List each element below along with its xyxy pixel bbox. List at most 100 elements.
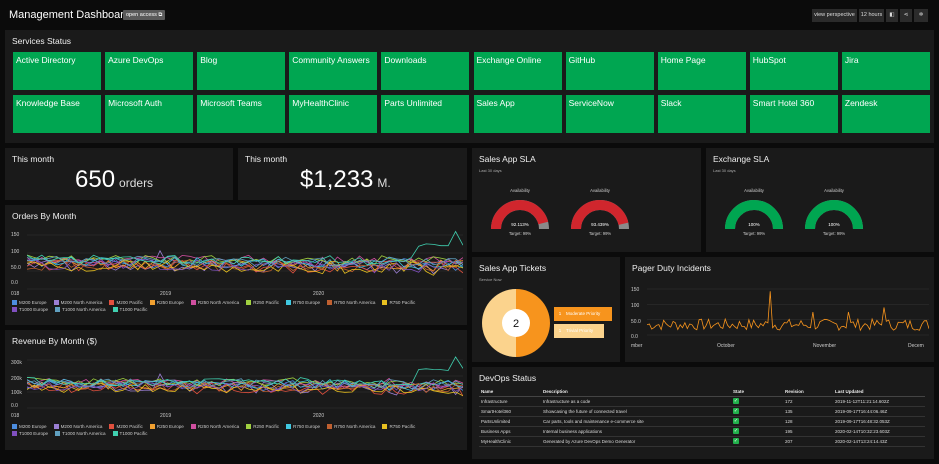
service-tile[interactable]: MyHealthClinic — [289, 95, 378, 133]
table-cell: 2019-09-17T16:48:32.053Z — [833, 416, 925, 427]
orders-ytick: 50.0 — [11, 265, 21, 271]
table-row[interactable]: SmartHotel360 Showcasing the future of co… — [479, 406, 925, 417]
sla-gauge: 100% — [805, 200, 863, 230]
legend-swatch — [149, 300, 155, 305]
sla-gauge: 100% — [725, 200, 783, 230]
column-header[interactable]: Description — [541, 387, 731, 397]
legend-swatch — [12, 300, 17, 305]
legend-label: M200 North America — [60, 300, 103, 305]
sla-gauge: 93.439% — [571, 200, 629, 230]
legend-swatch — [190, 300, 196, 305]
orders-legend-item[interactable]: R750 Pacific — [382, 300, 415, 305]
devops-header-row: Name Description State Revision Last Updated — [479, 387, 925, 397]
service-tile[interactable]: Parts Unlimited — [381, 95, 470, 133]
revenue-legend-item[interactable]: R750 North America — [327, 424, 375, 429]
service-tile[interactable]: Zendesk — [841, 95, 930, 133]
series-line — [27, 381, 463, 394]
service-tile[interactable]: Community Answers — [289, 52, 378, 90]
devops-panel: DevOps Status Name Description State Revisi… — [472, 367, 934, 459]
service-tile[interactable]: Blog — [197, 52, 286, 90]
column-header[interactable]: State — [731, 387, 783, 397]
orders-legend-item[interactable]: R250 North America — [190, 300, 239, 305]
service-tile[interactable]: Microsoft Teams — [197, 95, 286, 133]
orders-legend-item[interactable]: T1000 Pacific — [112, 307, 147, 312]
service-tile[interactable]: Azure DevOps — [105, 52, 194, 90]
legend-swatch — [12, 424, 17, 429]
gauge-title: Availability — [744, 188, 764, 193]
gear-icon[interactable]: ✲ — [914, 9, 928, 22]
legend-label: M200 Europe — [19, 300, 47, 305]
service-tile[interactable]: HubSpot — [749, 52, 838, 90]
revenue-legend-item[interactable]: M200 Pacific — [109, 424, 143, 429]
revenue-legend-item[interactable]: R750 Pacific — [382, 424, 415, 429]
revenue-legend-item[interactable]: M200 Europe — [12, 424, 47, 429]
orders-xtick: 018 — [11, 291, 20, 297]
service-tile[interactable]: Microsoft Auth — [105, 95, 194, 133]
tickets-donut: 2 — [482, 289, 550, 357]
service-tile[interactable]: ServiceNow — [565, 95, 654, 133]
service-tile[interactable]: Exchange Online — [473, 52, 562, 90]
revenue-legend-item[interactable]: T1000 Europe — [12, 431, 48, 436]
revenue-legend-item[interactable]: T1000 Pacific — [112, 431, 147, 436]
orders-legend-item[interactable]: M200 Europe — [12, 300, 47, 305]
legend-swatch — [327, 424, 333, 429]
orders-ytick: 100 — [11, 249, 20, 255]
table-row[interactable]: PartsUnlimited Car parts, tools and maint… — [479, 416, 925, 427]
table-row[interactable]: MyHealthClinic Generated by Azure DevOps … — [479, 436, 925, 447]
time-range-button[interactable]: 12 hours — [859, 9, 884, 22]
top-bar: Management Dashboard open access ⧉ view … — [0, 0, 939, 30]
legend-swatch — [149, 424, 155, 429]
revenue-xtick: 2020 — [313, 413, 325, 419]
service-tile[interactable]: Slack — [657, 95, 746, 133]
tickets-panel: Sales App Tickets Service Now 2 1 Moderat… — [472, 257, 620, 362]
revenue-legend-item[interactable]: T1000 North America — [55, 431, 106, 436]
table-row[interactable]: Infrastructure Infrastructure as a code ✓ 1… — [479, 396, 925, 407]
orders-legend-item[interactable]: T1000 North America — [55, 307, 106, 312]
orders-legend-item[interactable]: R750 Europe — [286, 300, 320, 305]
legend-swatch — [55, 431, 61, 436]
column-header[interactable]: Name — [479, 387, 541, 397]
pager-xtick: mber — [631, 343, 643, 349]
service-tile[interactable]: Knowledge Base — [13, 95, 101, 133]
table-cell: 2019-09-17T16:44:06.46Z — [833, 406, 925, 417]
orders-legend-item[interactable]: R250 Pacific — [246, 300, 279, 305]
service-tile[interactable]: Sales App — [473, 95, 562, 133]
service-tile[interactable]: Jira — [841, 52, 930, 90]
revenue-stat-label: This month — [245, 154, 288, 164]
open-access-badge[interactable]: open access ⧉ — [123, 10, 166, 20]
gauge-fill — [491, 200, 549, 230]
orders-legend-item[interactable]: T1000 Europe — [12, 307, 48, 312]
legend-swatch — [246, 424, 252, 429]
column-header[interactable]: Last Updated — [833, 387, 925, 397]
orders-legend-item[interactable]: R250 Europe — [149, 300, 184, 305]
orders-legend-item[interactable]: R750 North America — [327, 300, 375, 305]
service-tile[interactable]: GitHub — [565, 52, 654, 90]
service-tile[interactable]: Smart Hotel 360 — [749, 95, 838, 133]
share-icon[interactable]: ⋖ — [900, 9, 912, 22]
orders-legend-item[interactable]: M200 North America — [53, 300, 103, 305]
revenue-legend-item[interactable]: R250 Pacific — [246, 424, 279, 429]
table-cell: 128 — [783, 416, 833, 427]
revenue-legend-item[interactable]: R250 Europe — [149, 424, 184, 429]
revenue-legend-item[interactable]: R750 Europe — [286, 424, 320, 429]
column-header[interactable]: Revision — [783, 387, 833, 397]
service-tile[interactable]: Home Page — [657, 52, 746, 90]
table-row[interactable]: Business Apps Internal business applicati… — [479, 426, 925, 437]
orders-legend-item[interactable]: M200 Pacific — [109, 300, 143, 305]
series-line — [27, 381, 463, 397]
gauge-value: 100% — [748, 222, 760, 227]
service-tile[interactable]: Downloads — [381, 52, 470, 90]
open-access-label: open access — [126, 12, 157, 18]
table-cell: Infrastructure — [479, 396, 541, 407]
table-cell: Internal business applications — [541, 426, 731, 437]
exchange-sla-subtitle: Last 30 days — [713, 168, 736, 173]
service-tile[interactable]: Active Directory — [13, 52, 101, 90]
kiosk-icon[interactable]: ◧ — [886, 9, 898, 22]
view-perspective-button[interactable]: view perspective — [812, 9, 857, 22]
orders-ytick: 150 — [11, 232, 20, 238]
revenue-legend-item[interactable]: M200 North America — [53, 424, 102, 429]
revenue-legend-item[interactable]: R250 North America — [190, 424, 239, 429]
table-cell: 207 — [783, 436, 833, 447]
tickets-slice-trivial — [482, 289, 516, 357]
table-cell: Car parts, tools and maintenance e-comme… — [541, 416, 731, 427]
